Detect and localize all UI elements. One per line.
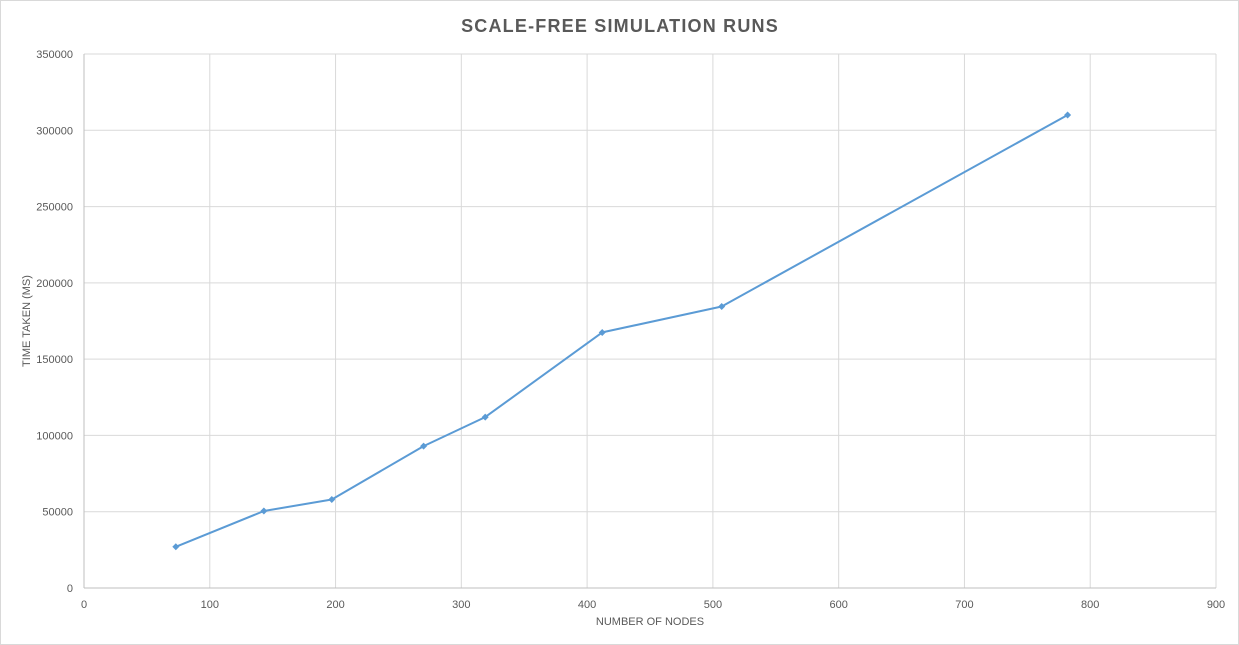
data-point-marker xyxy=(598,328,606,336)
y-tick-label: 200000 xyxy=(36,278,73,290)
y-tick-label: 100000 xyxy=(36,430,73,442)
x-tick-label: 800 xyxy=(1081,599,1099,611)
x-tick-label: 700 xyxy=(955,599,973,611)
data-point-marker xyxy=(1064,111,1072,119)
y-axis-title: TIME TAKEN (MS) xyxy=(21,275,33,367)
data-point-marker xyxy=(481,413,489,421)
grid-layer xyxy=(83,53,1217,589)
series-line xyxy=(175,114,1069,548)
data-point-marker xyxy=(172,543,180,551)
x-tick-label: 300 xyxy=(452,599,470,611)
chart-title: SCALE-FREE SIMULATION RUNS xyxy=(461,16,779,36)
series-layer xyxy=(172,111,1072,551)
x-axis-title: NUMBER OF NODES xyxy=(596,616,704,628)
y-tick-label: 350000 xyxy=(36,49,73,61)
data-point-marker xyxy=(328,496,336,504)
x-tick-label: 600 xyxy=(829,599,847,611)
x-tick-label: 0 xyxy=(81,599,87,611)
y-tick-label: 0 xyxy=(67,583,73,595)
data-point-marker xyxy=(260,507,268,515)
data-point-marker xyxy=(420,442,428,450)
y-tick-label: 50000 xyxy=(42,507,73,519)
x-tick-label: 900 xyxy=(1207,599,1225,611)
tick-labels: 0 50000 100000 150000 200000 250000 300000 3500… xyxy=(36,49,1225,611)
x-tick-label: 400 xyxy=(578,599,596,611)
x-tick-label: 100 xyxy=(201,599,219,611)
data-point-marker xyxy=(718,303,726,311)
x-tick-label: 200 xyxy=(326,599,344,611)
y-tick-label: 150000 xyxy=(36,354,73,366)
x-tick-label: 500 xyxy=(704,599,722,611)
y-tick-label: 300000 xyxy=(36,125,73,137)
y-tick-label: 250000 xyxy=(36,202,73,214)
